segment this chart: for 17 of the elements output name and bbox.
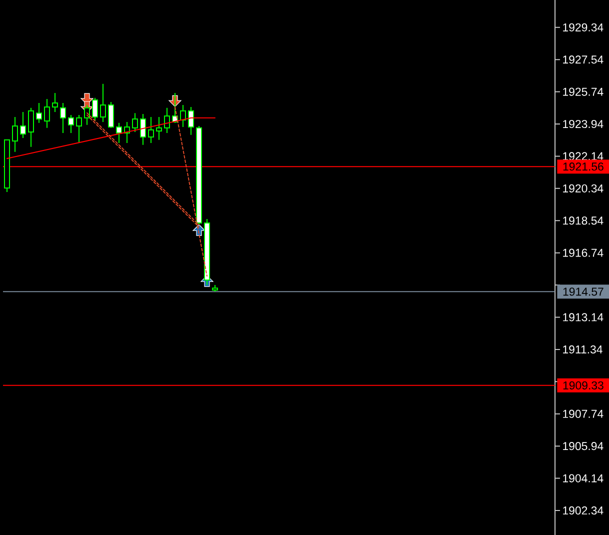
y-tick-label: 1904.14: [563, 474, 604, 482]
y-tick-label: 1922.14: [563, 152, 604, 160]
y-tick-label: 1918.54: [563, 216, 604, 225]
y-tick-label: 1929.34: [563, 23, 604, 32]
y-tick-label: 1925.74: [563, 88, 604, 96]
ref-line-label: 1921.56: [563, 162, 604, 171]
y-tick-label: 1920.34: [563, 184, 604, 192]
y-tick-label: 1911.34: [563, 345, 602, 354]
y-tick-label: 1905.94: [563, 442, 604, 450]
ref-line-label: 1909.33: [563, 381, 604, 390]
y-tick-label: 1927.54: [563, 56, 604, 64]
y-tick-label: 1913.14: [563, 313, 604, 322]
y-tick-label: 1923.94: [563, 120, 604, 128]
y-tick-label: 1902.34: [563, 506, 604, 515]
y-tick-label: 1916.74: [563, 248, 604, 257]
y-tick-label: 1907.74: [563, 410, 604, 418]
ref-line-label: 1914.57: [563, 288, 604, 296]
